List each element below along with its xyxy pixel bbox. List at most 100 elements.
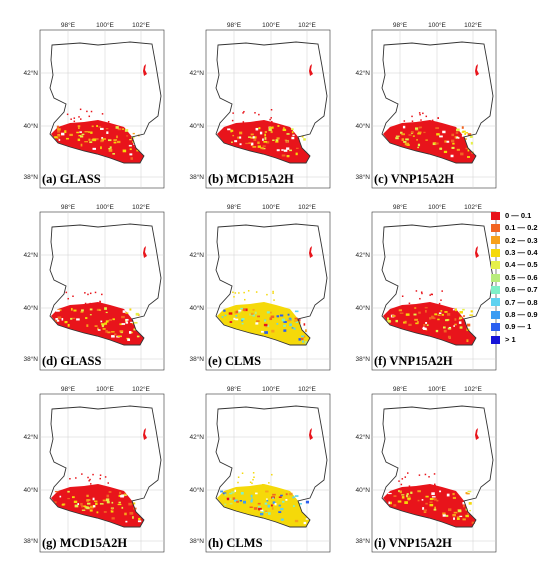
legend-swatch [491,285,500,294]
pixel-speckle [437,314,441,316]
lat-tick-label: 40°N [23,486,38,494]
pixel-speckle [97,327,99,330]
pixel-speckle [286,133,290,135]
pixel-speckle [429,501,433,503]
pixel-speckle [92,147,96,150]
pixel-speckle [99,477,101,480]
pixel-speckle [89,314,92,316]
pixel-speckle [278,511,282,514]
pixel-speckle [418,474,421,476]
pixel-speckle [456,516,460,518]
pixel-speckle [101,324,104,328]
legend-swatch [491,248,500,257]
pixel-speckle [301,335,305,338]
map-canvas: 98°E 100°E 102°E 42°N 40°N 38°N [23,203,165,371]
pixel-speckle [128,502,132,506]
pixel-speckle [125,318,129,321]
legend-label: 0.5 — 0.6 [505,272,538,282]
pixel-speckle [259,131,263,135]
pixel-speckle [278,496,282,498]
pixel-speckle [72,295,74,298]
pixel-speckle [454,318,457,321]
pixel-speckle [252,136,255,139]
pixel-speckle [460,152,464,156]
pixel-speckle [129,148,132,151]
pixel-speckle [64,320,68,324]
pixel-speckle [411,120,414,122]
pixel-speckle [406,494,408,498]
pixel-speckle [462,518,466,521]
pixel-speckle [415,129,419,131]
pixel-speckle [72,496,75,499]
pixel-speckle [123,494,127,496]
legend-label: 0.7 — 0.8 [505,297,538,307]
pixel-speckle [260,147,264,150]
pixel-speckle [99,474,102,476]
pixel-speckle [241,318,245,321]
pixel-speckle [442,512,446,515]
pixel-speckle [292,496,295,499]
pixel-speckle [76,131,80,134]
pixel-speckle [85,506,90,509]
pixel-speckle [111,501,114,504]
pixel-speckle [69,133,73,137]
pixel-speckle [304,341,307,344]
pixel-speckle [458,318,462,321]
pixel-speckle [54,136,58,139]
map-canvas: 98°E 100°E 102°E 42°N 40°N 38°N [189,385,331,553]
legend-swatch [491,236,500,245]
pixel-speckle [255,291,258,293]
pixel-speckle [414,307,417,309]
pixel-speckle [283,329,287,332]
legend-label: 0.9 — 1 [505,322,532,332]
pixel-speckle [224,503,227,506]
map-frame [39,211,165,371]
pixel-speckle [456,517,460,520]
pixel-speckle [253,136,257,139]
lat-tick-label: 42°N [23,69,38,77]
pixel-speckle [447,335,451,339]
pixel-speckle [433,483,436,486]
pixel-speckle [434,142,439,145]
pixel-speckle [85,317,88,320]
pixel-speckle [463,504,465,508]
pixel-speckle [79,108,82,111]
pixel-speckle [431,492,435,496]
pixel-speckle [278,504,281,507]
pixel-speckle [231,119,234,122]
pixel-speckle [431,119,434,122]
lat-tick-label: 38°N [355,355,370,363]
pixel-speckle [122,149,127,153]
pixel-speckle [433,473,436,475]
pixel-speckle [435,329,439,333]
pixel-speckle [104,322,108,325]
pixel-speckle [283,320,287,323]
pixel-speckle [438,312,442,315]
legend-label: 0.2 — 0.3 [505,235,538,245]
pixel-speckle [67,490,70,493]
lat-tick-label: 42°N [355,433,370,441]
pixel-speckle [457,509,462,513]
pixel-speckle [406,493,409,495]
pixel-speckle [136,335,140,338]
pixel-speckle [101,323,105,326]
pixel-speckle [299,503,303,505]
pixel-speckle [458,317,463,319]
lat-tick-label: 40°N [189,122,204,130]
pixel-speckle [436,133,440,136]
pixel-speckle [223,309,226,312]
pixel-speckle [462,130,466,133]
pixel-speckle [105,320,109,323]
panel-label: (c) VNP15A2H [374,172,454,186]
map-frame [205,211,331,371]
pixel-speckle [237,476,240,478]
pixel-speckle [403,120,406,122]
pixel-speckle [76,318,80,321]
pixel-speckle [243,291,245,294]
pixel-speckle [65,291,68,294]
pixel-speckle [417,499,420,502]
map-panel: 98°E 100°E 102°E 42°N 40°N 38°N (e) CLMS [184,200,339,380]
pixel-speckle [431,293,433,296]
pixel-speckle [133,321,138,324]
pixel-speckle [441,290,443,292]
